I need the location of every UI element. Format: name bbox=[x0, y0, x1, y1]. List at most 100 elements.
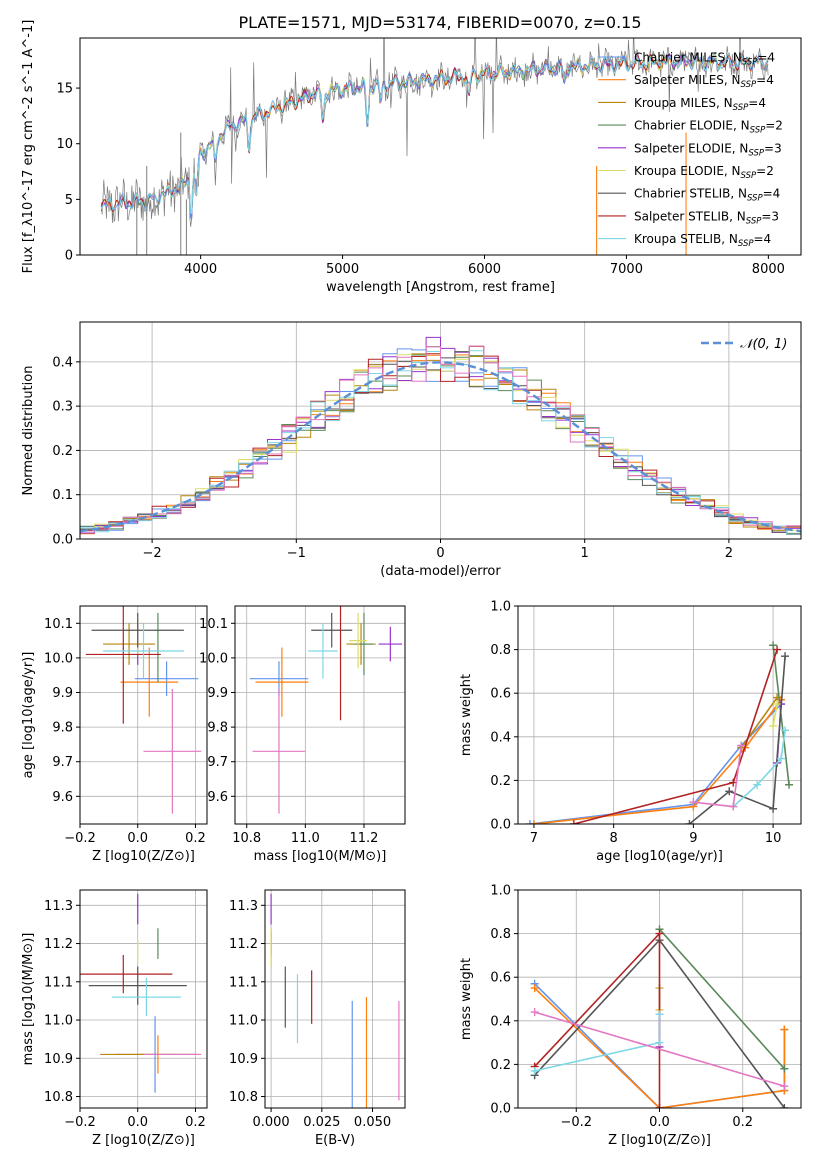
weight-marker bbox=[685, 820, 694, 824]
x-tick-label: 8000 bbox=[752, 262, 785, 277]
x-tick-label: 0.0 bbox=[649, 1115, 670, 1130]
y-tick-label: 9.9 bbox=[207, 686, 228, 701]
chart-age_vs_Z: −0.2 0.0 0.2 9.6 9.7 9.8 9.9 10.0 10.1 Z [log10(Z… bbox=[21, 605, 208, 864]
errorbar-point-KrSTELIB bbox=[103, 623, 184, 679]
weight-marker bbox=[781, 726, 790, 735]
normal-curve bbox=[80, 361, 801, 533]
y-axis-label: Flux [f_λ10^-17 erg cm^-2 s^-1 A^-1] bbox=[21, 20, 36, 274]
y-tick-label: 11.0 bbox=[44, 1014, 73, 1029]
y-tick-label: 9.7 bbox=[207, 755, 228, 770]
plot-area bbox=[530, 925, 789, 1108]
axes-frame bbox=[79, 37, 802, 256]
weight-marker bbox=[781, 652, 790, 661]
weight-series-ChELODIE bbox=[655, 925, 789, 1073]
x-tick-label: −0.2 bbox=[560, 1115, 592, 1130]
errorbar-point-SaMILES bbox=[120, 647, 179, 717]
x-tick-label: −0.2 bbox=[64, 1115, 96, 1130]
y-tick-label: 9.8 bbox=[52, 721, 73, 736]
weight-line bbox=[533, 699, 782, 824]
weight-marker bbox=[530, 984, 539, 993]
errorbar-point-ChSTELIB bbox=[311, 612, 353, 648]
y-tick-label: 10.1 bbox=[199, 617, 228, 632]
y-tick-label: 0.6 bbox=[490, 971, 511, 986]
axes-frame bbox=[79, 605, 208, 825]
x-tick-label: 0.2 bbox=[732, 1115, 753, 1130]
x-tick-label: −2 bbox=[143, 546, 162, 561]
plot-area bbox=[80, 336, 801, 535]
weight-marker bbox=[729, 802, 738, 811]
errorbar-point-SaELODIE bbox=[378, 626, 403, 662]
weight-series-pink bbox=[530, 1008, 789, 1091]
x-tick-label: 10 bbox=[765, 831, 782, 846]
y-tick-label: 1.0 bbox=[490, 884, 511, 899]
y-tick-label: 0.4 bbox=[52, 355, 73, 370]
weight-line bbox=[688, 656, 786, 824]
x-tick-label: 11.2 bbox=[349, 831, 378, 846]
chart-mass_vs_Z: −0.2 0.0 0.2 10.8 10.9 11.0 11.1 11.2 11.3 Z [log… bbox=[21, 889, 208, 1148]
x-tick-label: 4000 bbox=[184, 262, 217, 277]
legend-entry: 𝒩(0, 1) bbox=[740, 337, 787, 352]
weight-marker bbox=[780, 1064, 789, 1073]
weight-marker bbox=[529, 820, 538, 824]
weight-marker bbox=[769, 641, 778, 650]
weight-series-ChMILES bbox=[525, 700, 786, 824]
weight-marker bbox=[737, 741, 746, 750]
errorbar-point-KrMILES bbox=[103, 623, 156, 665]
x-tick-label: 7000 bbox=[610, 262, 643, 277]
errorbar-point-pink bbox=[143, 689, 202, 814]
y-tick-label: 10.9 bbox=[229, 1052, 258, 1067]
legend-entry: Salpeter MILES, NSSP=4 bbox=[634, 73, 774, 90]
x-tick-label: 0.0 bbox=[127, 1115, 148, 1130]
plot-area bbox=[80, 893, 202, 1093]
y-tick-label: 0.2 bbox=[490, 774, 511, 789]
y-tick-label: 9.6 bbox=[207, 790, 228, 805]
weight-marker bbox=[655, 929, 664, 938]
y-tick-label: 0.6 bbox=[490, 687, 511, 702]
x-tick-label: −0.2 bbox=[64, 831, 96, 846]
residual-hist-pink bbox=[80, 345, 801, 532]
chart-weight_vs_Z: −0.2 0.0 0.2 0.0 0.2 0.4 0.6 0.8 1.0 Z [log10(Z/Z… bbox=[459, 884, 802, 1148]
x-tick-label: 0.0 bbox=[127, 831, 148, 846]
y-tick-label: 0.8 bbox=[490, 927, 511, 942]
weight-marker bbox=[785, 780, 794, 789]
x-tick-label: 7 bbox=[530, 831, 538, 846]
weight-series-ChSTELIB bbox=[685, 652, 790, 824]
y-tick-label: 11.2 bbox=[44, 937, 73, 952]
y-axis-label: mass weight bbox=[459, 674, 474, 756]
y-tick-label: 0.3 bbox=[52, 400, 73, 415]
legend-entry: Salpeter ELODIE, NSSP=3 bbox=[634, 141, 782, 158]
x-axis-label: E(B-V) bbox=[315, 1133, 355, 1148]
y-tick-label: 0.2 bbox=[52, 444, 73, 459]
axes-frame bbox=[234, 605, 406, 825]
weight-marker bbox=[725, 787, 734, 796]
weight-marker bbox=[530, 1008, 539, 1017]
legend-entry: Kroupa STELIB, NSSP=4 bbox=[634, 232, 771, 249]
legend-entry: Kroupa ELODIE, NSSP=2 bbox=[634, 164, 774, 181]
weight-line bbox=[529, 703, 782, 824]
errorbar-point-KrSTELIB bbox=[111, 977, 182, 1017]
spectrum-legend: Chabrier MILES, NSSP=4 Salpeter MILES, NS… bbox=[598, 51, 783, 249]
plot-area bbox=[100, 38, 769, 255]
x-tick-label: 1 bbox=[581, 546, 589, 561]
x-tick-label: 2 bbox=[725, 546, 733, 561]
errorbar-point-SaMILES bbox=[255, 647, 309, 717]
residual-legend: 𝒩(0, 1) bbox=[701, 337, 787, 352]
errorbar-point-KrELODIE bbox=[349, 612, 367, 669]
y-tick-label: 0 bbox=[65, 249, 73, 264]
x-axis-label: age [log10(age/yr)] bbox=[596, 849, 723, 864]
x-tick-label: −1 bbox=[287, 546, 306, 561]
y-axis-label: Normed distribution bbox=[21, 366, 36, 496]
y-tick-label: 11.2 bbox=[229, 937, 258, 952]
y-tick-label: 11.1 bbox=[44, 975, 73, 990]
x-axis-label: Z [log10(Z/Z⊙)] bbox=[92, 1133, 195, 1148]
x-tick-label: 9 bbox=[689, 831, 697, 846]
y-tick-label: 10.9 bbox=[44, 1052, 73, 1067]
errorbar-point-ChSTELIB bbox=[91, 612, 184, 648]
y-tick-label: 9.7 bbox=[52, 755, 73, 770]
x-tick-label: 0.050 bbox=[354, 1115, 391, 1130]
y-tick-label: 9.8 bbox=[207, 721, 228, 736]
x-tick-label: 6000 bbox=[468, 262, 501, 277]
axes-frame bbox=[264, 889, 406, 1109]
